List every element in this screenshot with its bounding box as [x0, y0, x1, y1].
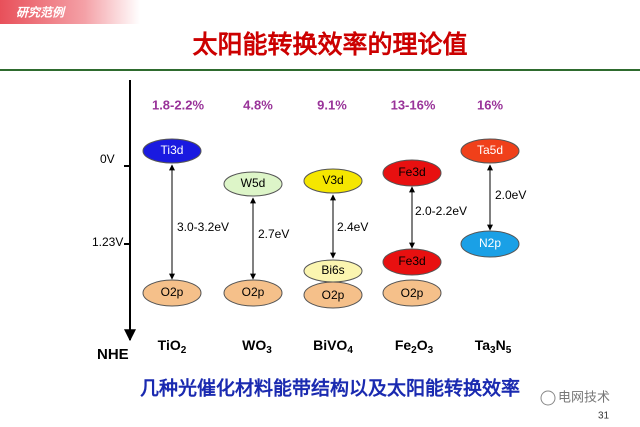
material-name: Fe2O3 — [395, 337, 434, 356]
material-name: TiO2 — [158, 337, 187, 356]
page-number: 31 — [598, 411, 610, 422]
gap-label: 2.7eV — [258, 227, 289, 241]
band-label: Bi6s — [321, 263, 344, 277]
caption: 几种光催化材料能带结构以及太阳能转换效率 — [140, 377, 520, 400]
efficiency: 4.8% — [243, 97, 273, 112]
efficiency: 13-16% — [391, 97, 436, 112]
material-name: WO3 — [242, 337, 272, 356]
band — [142, 138, 202, 164]
efficiency: 1.8-2.2% — [152, 97, 204, 112]
tag-bar — [0, 0, 140, 24]
band-label: V3d — [322, 173, 343, 187]
band — [223, 279, 283, 307]
band-label: W5d — [241, 176, 266, 190]
band — [142, 279, 202, 307]
band — [303, 259, 363, 283]
level-label: 1.23V — [92, 235, 123, 249]
efficiency: 16% — [477, 97, 503, 112]
title: 太阳能转换效率的理论值 — [192, 30, 467, 59]
material-name: Ta3N5 — [475, 337, 512, 356]
band-label: Fe3d — [398, 165, 425, 179]
band-label: O2p — [401, 286, 424, 300]
band — [460, 230, 520, 258]
band-label: O2p — [161, 285, 184, 299]
material-name: BiVO4 — [313, 337, 353, 356]
band — [303, 168, 363, 194]
band-label: O2p — [242, 285, 265, 299]
gap-label: 2.0eV — [495, 188, 526, 202]
band-label: Ti3d — [161, 143, 184, 157]
efficiency: 9.1% — [317, 97, 347, 112]
gap-label: 2.4eV — [337, 220, 368, 234]
gap-label: 3.0-3.2eV — [177, 220, 229, 234]
band — [460, 138, 520, 164]
band-label: Fe3d — [398, 254, 425, 268]
band — [223, 171, 283, 197]
level-label: 0V — [100, 152, 115, 166]
band — [382, 159, 442, 187]
axis-reference: NHE — [97, 346, 129, 363]
band — [382, 279, 442, 307]
band-label: O2p — [322, 288, 345, 302]
watermark: 电网技术 — [558, 391, 610, 406]
gap-label: 2.0-2.2eV — [415, 204, 467, 218]
band — [382, 248, 442, 276]
watermark-icon — [540, 390, 556, 406]
band-label: N2p — [479, 236, 501, 250]
tag: 研究范例 — [16, 6, 66, 20]
band-label: Ta5d — [477, 143, 503, 157]
